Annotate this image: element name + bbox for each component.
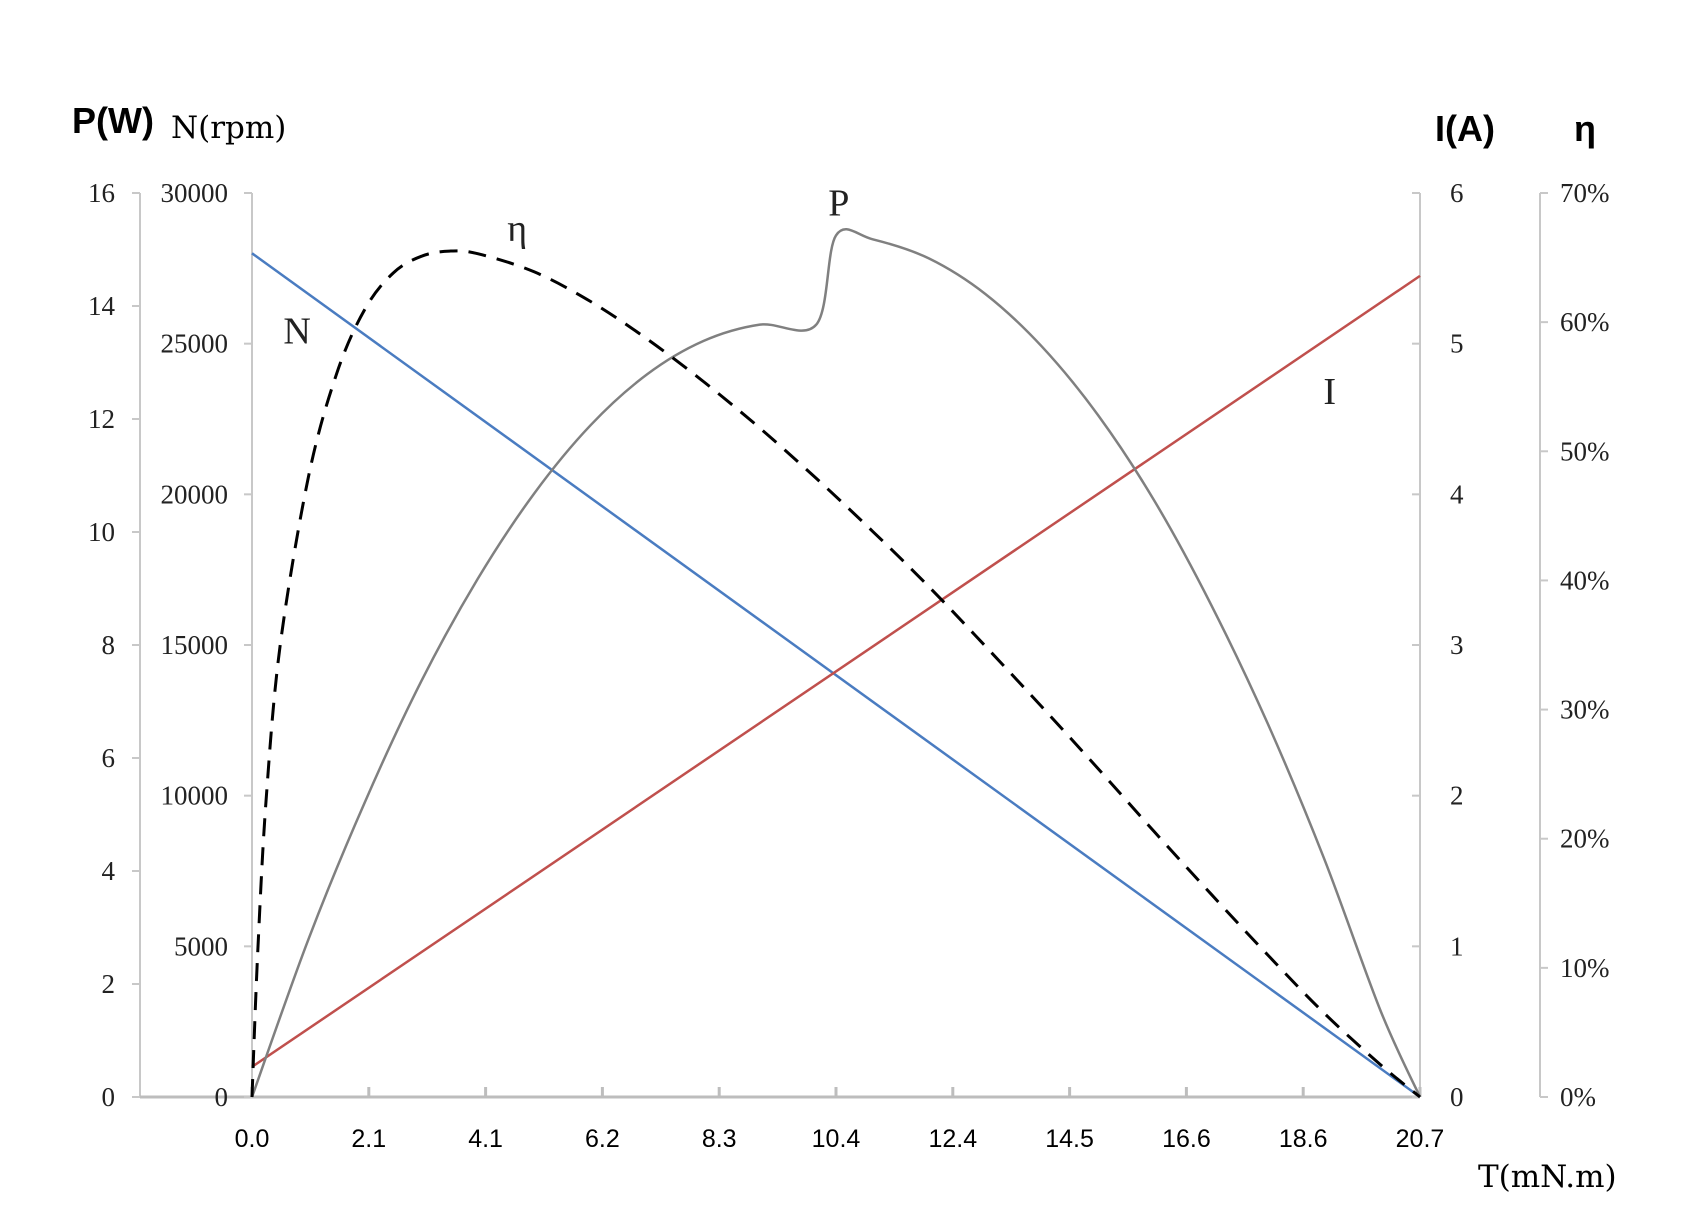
power-tick-label: 6 [102, 743, 116, 773]
efficiency-tick-label: 0% [1560, 1082, 1596, 1112]
speed-tick-label: 5000 [174, 931, 228, 961]
x-tick-label: 4.1 [468, 1125, 503, 1153]
x-tick-label: 18.6 [1279, 1125, 1328, 1153]
power-tick-label: 10 [88, 517, 115, 547]
speed-tick-label: 20000 [161, 479, 229, 509]
x-tick-label: 2.1 [351, 1125, 386, 1153]
power-tick-label: 12 [88, 404, 115, 434]
power-tick-label: 14 [88, 291, 116, 321]
x-axis-title: T(mN.m) [1478, 1159, 1617, 1195]
efficiency-tick-label: 20% [1560, 824, 1610, 854]
x-tick-label: 8.3 [702, 1125, 737, 1153]
series-speed-line [251, 252, 1421, 1099]
current-tick-label: 4 [1450, 479, 1464, 509]
x-tick-label: 0.0 [235, 1125, 270, 1153]
x-tick-label: 20.7 [1396, 1125, 1445, 1153]
current-tick-label: 6 [1450, 178, 1464, 208]
power-tick-label: 0 [102, 1082, 116, 1112]
series-power-label: P [828, 183, 849, 225]
series-current-line [251, 274, 1421, 1068]
current-tick-label: 3 [1450, 630, 1464, 660]
x-tick-label: 14.5 [1045, 1125, 1094, 1153]
efficiency-tick-label: 10% [1560, 953, 1610, 983]
efficiency-tick-label: 30% [1560, 695, 1610, 725]
x-tick-label: 10.4 [812, 1125, 861, 1153]
power-tick-label: 4 [102, 856, 116, 886]
power-axis-title: P(W) [72, 100, 154, 141]
power-tick-label: 16 [88, 178, 115, 208]
current-tick-label: 1 [1450, 931, 1464, 961]
current-tick-label: 0 [1450, 1082, 1464, 1112]
speed-tick-label: 0 [215, 1082, 229, 1112]
x-tick-label: 12.4 [928, 1125, 977, 1153]
current-axis-title: I(A) [1435, 108, 1495, 149]
efficiency-tick-label: 60% [1560, 307, 1610, 337]
efficiency-axis-title: η [1574, 108, 1596, 149]
speed-axis-title: N(rpm) [171, 110, 286, 146]
speed-tick-label: 25000 [161, 329, 229, 359]
current-tick-label: 5 [1450, 329, 1464, 359]
efficiency-tick-label: 70% [1560, 178, 1610, 208]
efficiency-tick-label: 40% [1560, 565, 1610, 595]
speed-tick-label: 30000 [161, 178, 229, 208]
series-speed-label: N [283, 311, 310, 353]
series-efficiency-line [250, 249, 1421, 1099]
x-tick-label: 6.2 [585, 1125, 620, 1153]
power-tick-label: 8 [102, 630, 116, 660]
series-efficiency-label: η [507, 208, 527, 250]
speed-tick-label: 10000 [161, 781, 229, 811]
series-current-label: I [1323, 371, 1336, 413]
x-tick-label: 16.6 [1162, 1125, 1211, 1153]
series-power-line [250, 228, 1422, 1098]
efficiency-tick-label: 50% [1560, 436, 1610, 466]
power-tick-label: 2 [102, 969, 116, 999]
speed-tick-label: 15000 [161, 630, 229, 660]
current-tick-label: 2 [1450, 781, 1464, 811]
